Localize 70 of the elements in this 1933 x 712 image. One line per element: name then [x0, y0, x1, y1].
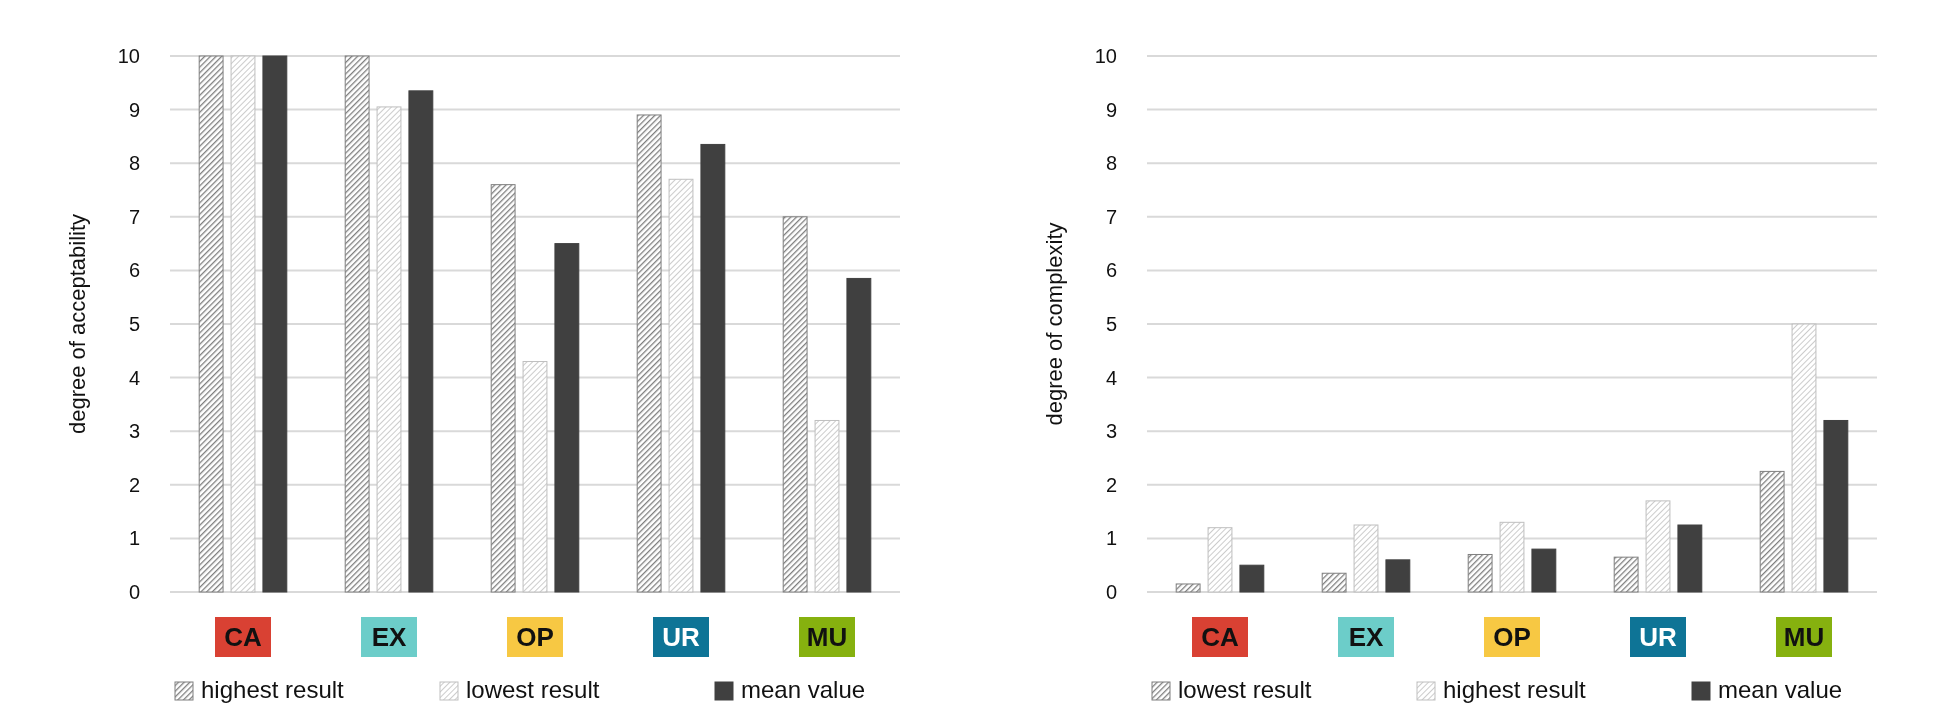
- bar: [1645, 500, 1671, 593]
- y-tick-label: 10: [1094, 45, 1117, 67]
- y-tick-label: 1: [1105, 527, 1117, 550]
- x-tick-label: UR: [1639, 622, 1677, 653]
- bar: [1613, 556, 1639, 593]
- bar: [262, 55, 288, 593]
- x-tick-label: OP: [516, 622, 554, 653]
- y-tick-label: 1: [128, 527, 140, 550]
- bar: [1175, 583, 1201, 593]
- x-tick-label: CA: [224, 622, 262, 653]
- y-tick-label: 8: [1105, 152, 1117, 175]
- y-tick-label: 4: [1105, 366, 1117, 389]
- y-tick-label: 7: [128, 205, 140, 228]
- x-tick-label: MU: [1783, 622, 1825, 653]
- x-tick-label: EX: [371, 622, 407, 653]
- bar: [1239, 564, 1265, 593]
- legend-label: lowest result: [1178, 676, 1312, 703]
- bar: [1207, 527, 1233, 593]
- bar: [198, 55, 224, 593]
- y-tick-label: 6: [1105, 259, 1117, 282]
- bar: [1531, 548, 1557, 593]
- legend-label: highest result: [201, 676, 345, 703]
- bar: [344, 55, 370, 593]
- x-tick-label: MU: [806, 622, 848, 653]
- bar: [522, 361, 548, 593]
- bar: [1353, 524, 1379, 593]
- bar: [814, 419, 840, 593]
- bar: [408, 90, 434, 593]
- y-tick-label: 0: [1105, 581, 1117, 603]
- legend-label: highest result: [1443, 676, 1587, 703]
- bar: [1321, 572, 1347, 593]
- legend-label: lowest result: [466, 676, 600, 703]
- y-tick-label: 5: [128, 313, 140, 335]
- y-tick-label: 3: [1105, 420, 1117, 443]
- bar: [554, 243, 580, 593]
- bar: [1823, 419, 1849, 593]
- bar: [1759, 470, 1785, 593]
- bar: [1385, 559, 1411, 593]
- legend-label: mean value: [1718, 676, 1843, 703]
- bar: [1677, 524, 1703, 593]
- bar: [230, 55, 256, 593]
- bar: [1467, 553, 1493, 593]
- x-tick-label: OP: [1493, 622, 1531, 653]
- bar: [782, 216, 808, 593]
- legend-label: mean value: [741, 676, 866, 703]
- y-tick-label: 6: [128, 259, 140, 282]
- y-axis-title: degree of acceptability: [65, 213, 90, 435]
- y-axis-title: degree of complexity: [1042, 222, 1067, 426]
- y-tick-label: 9: [1105, 98, 1117, 121]
- y-tick-label: 2: [1105, 473, 1117, 496]
- bar: [636, 114, 662, 593]
- bar: [668, 178, 694, 593]
- x-tick-label: CA: [1201, 622, 1239, 653]
- x-tick-label: UR: [662, 622, 700, 653]
- y-tick-label: 10: [117, 45, 140, 67]
- y-tick-label: 2: [128, 473, 140, 496]
- bar: [700, 143, 726, 593]
- bar: [846, 277, 872, 593]
- y-tick-label: 3: [128, 420, 140, 443]
- y-tick-label: 9: [128, 98, 140, 121]
- y-tick-label: 0: [128, 581, 140, 603]
- bar: [376, 106, 402, 593]
- bar: [490, 184, 516, 593]
- y-tick-label: 7: [1105, 205, 1117, 228]
- y-tick-label: 5: [1105, 313, 1117, 335]
- y-tick-label: 4: [128, 366, 140, 389]
- y-tick-label: 8: [128, 152, 140, 175]
- x-tick-label: EX: [1348, 622, 1384, 653]
- bar: [1791, 323, 1817, 593]
- bar: [1499, 521, 1525, 593]
